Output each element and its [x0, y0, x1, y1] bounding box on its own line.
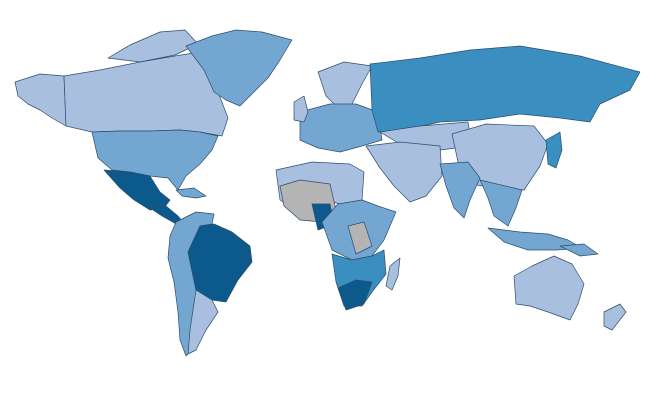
new-zealand [603, 303, 627, 331]
middle-east [365, 141, 443, 203]
uk [293, 95, 309, 123]
scandinavia [317, 61, 373, 109]
madagascar [385, 257, 401, 291]
europe [299, 103, 383, 153]
brazil [187, 223, 253, 303]
argentina [187, 289, 219, 355]
mexico [103, 169, 171, 211]
south-africa [337, 279, 373, 311]
india [439, 161, 481, 219]
southeast-asia [479, 179, 523, 227]
papua [559, 243, 599, 257]
east-africa [347, 221, 373, 255]
japan [545, 131, 563, 169]
greenland [185, 29, 293, 107]
australia [513, 255, 585, 321]
alaska [14, 73, 67, 127]
caribbean [175, 187, 207, 199]
